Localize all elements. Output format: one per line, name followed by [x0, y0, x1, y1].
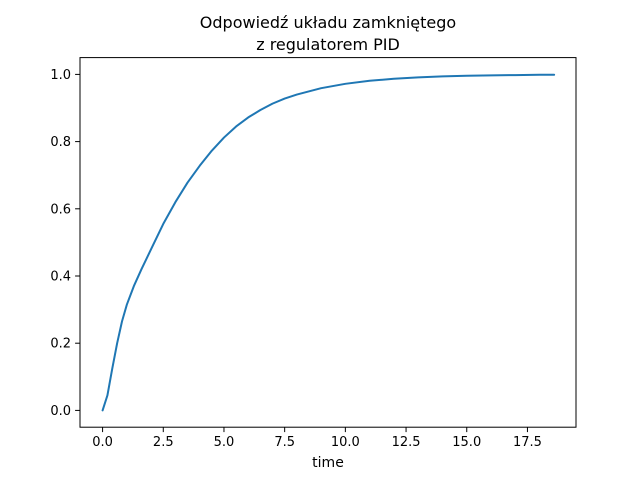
axes-frame [79, 57, 577, 428]
x-axis-label: time [312, 455, 344, 471]
plot-area [101, 73, 556, 412]
x-tick-label: 15.0 [452, 435, 481, 450]
y-tick-label: 0.4 [50, 270, 71, 285]
y-tick-label: 0.0 [50, 404, 71, 419]
x-tick-label: 5.0 [214, 435, 235, 450]
x-tick-label: 7.5 [274, 435, 295, 450]
x-tick-label: 12.5 [392, 435, 421, 450]
chart-title-line-2: z regulatorem PID [256, 35, 400, 54]
x-tick-label: 17.5 [513, 435, 542, 450]
y-axis: 0.0 0.2 0.4 0.6 0.8 1.0 [50, 68, 80, 419]
series-line [101, 73, 556, 412]
x-tick-label: 10.0 [331, 435, 360, 450]
x-axis: 0.0 2.5 5.0 7.5 10.0 12.5 15.0 17.5 [92, 427, 542, 450]
x-tick-label: 0.0 [92, 435, 113, 450]
y-tick-label: 0.6 [50, 202, 71, 217]
chart-title-line-1: Odpowiedź układu zamkniętego [200, 13, 456, 32]
y-tick-label: 1.0 [50, 68, 71, 83]
y-tick-label: 0.8 [50, 135, 71, 150]
y-tick-label: 0.2 [50, 337, 71, 352]
x-tick-label: 2.5 [153, 435, 174, 450]
